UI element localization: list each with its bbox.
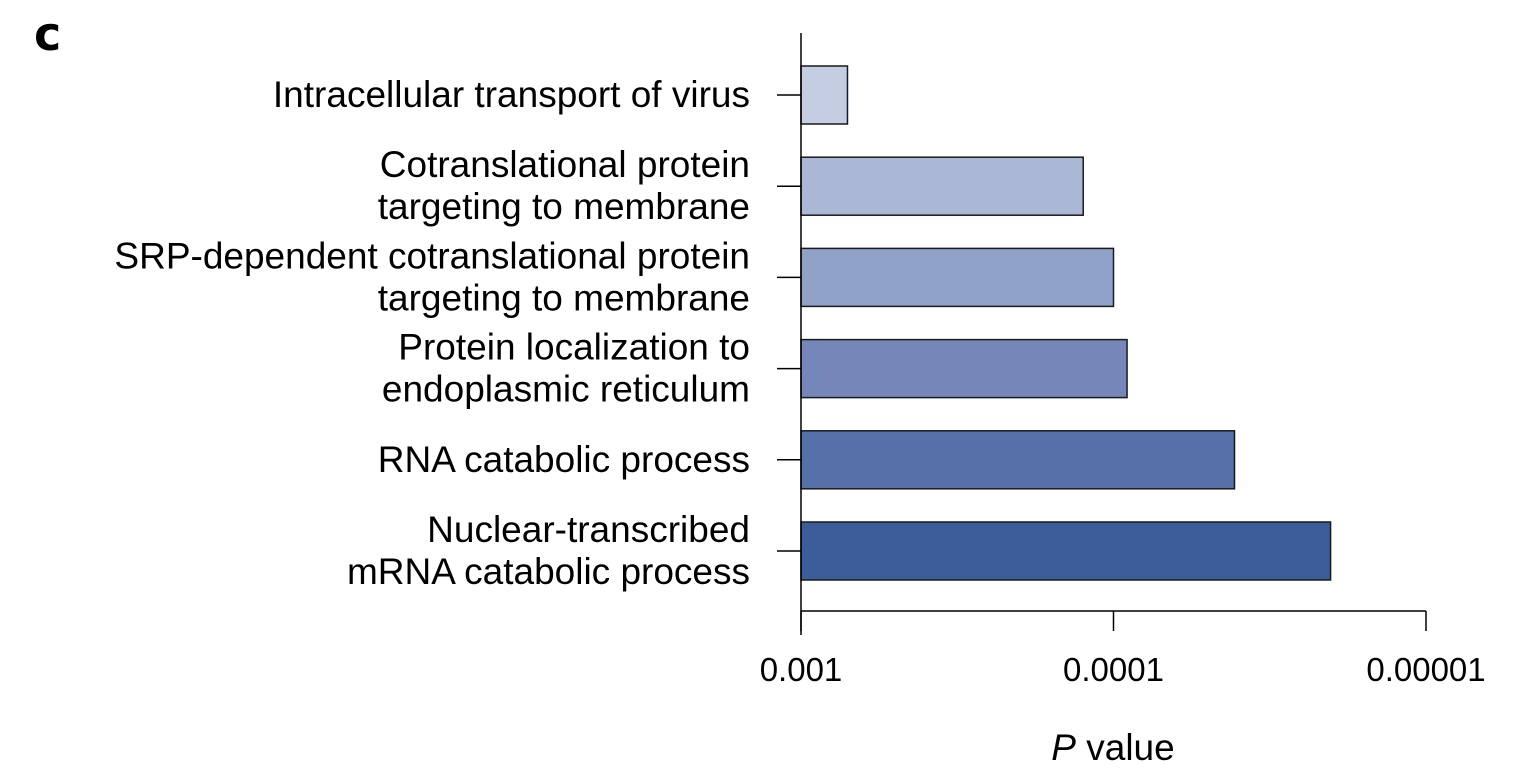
category-label: Intracellular transport of virus bbox=[273, 74, 750, 115]
category-label: Protein localization to endoplasmic retic… bbox=[382, 327, 750, 410]
x-tick-label: 0.001 bbox=[760, 651, 843, 688]
x-tick-label: 0.0001 bbox=[1063, 651, 1164, 688]
x-axis-title-rest: value bbox=[1076, 727, 1175, 768]
bar bbox=[800, 338, 1128, 399]
x-axis-title-italic: P bbox=[1051, 727, 1076, 768]
bar bbox=[800, 247, 1115, 308]
bars-layer bbox=[800, 65, 1332, 581]
bar bbox=[800, 65, 849, 125]
x-tick-label: 0.00001 bbox=[1366, 651, 1485, 688]
axes: 0.001 0.0001 0.00001 bbox=[760, 33, 1486, 688]
category-label: SRP-dependent cotranslational protein tar… bbox=[114, 235, 750, 318]
bar bbox=[800, 156, 1084, 216]
bar bbox=[800, 521, 1332, 581]
bar bbox=[800, 430, 1236, 490]
category-label: Cotranslational protein targeting to memb… bbox=[378, 144, 750, 227]
x-axis-title: P value bbox=[1051, 727, 1174, 768]
category-labels: Intracellular transport of virus Cotransl… bbox=[114, 74, 750, 592]
panel-label: c bbox=[34, 7, 61, 61]
category-label: Nuclear-transcribed mRNA catabolic proces… bbox=[347, 509, 750, 592]
category-label: RNA catabolic process bbox=[378, 439, 750, 480]
